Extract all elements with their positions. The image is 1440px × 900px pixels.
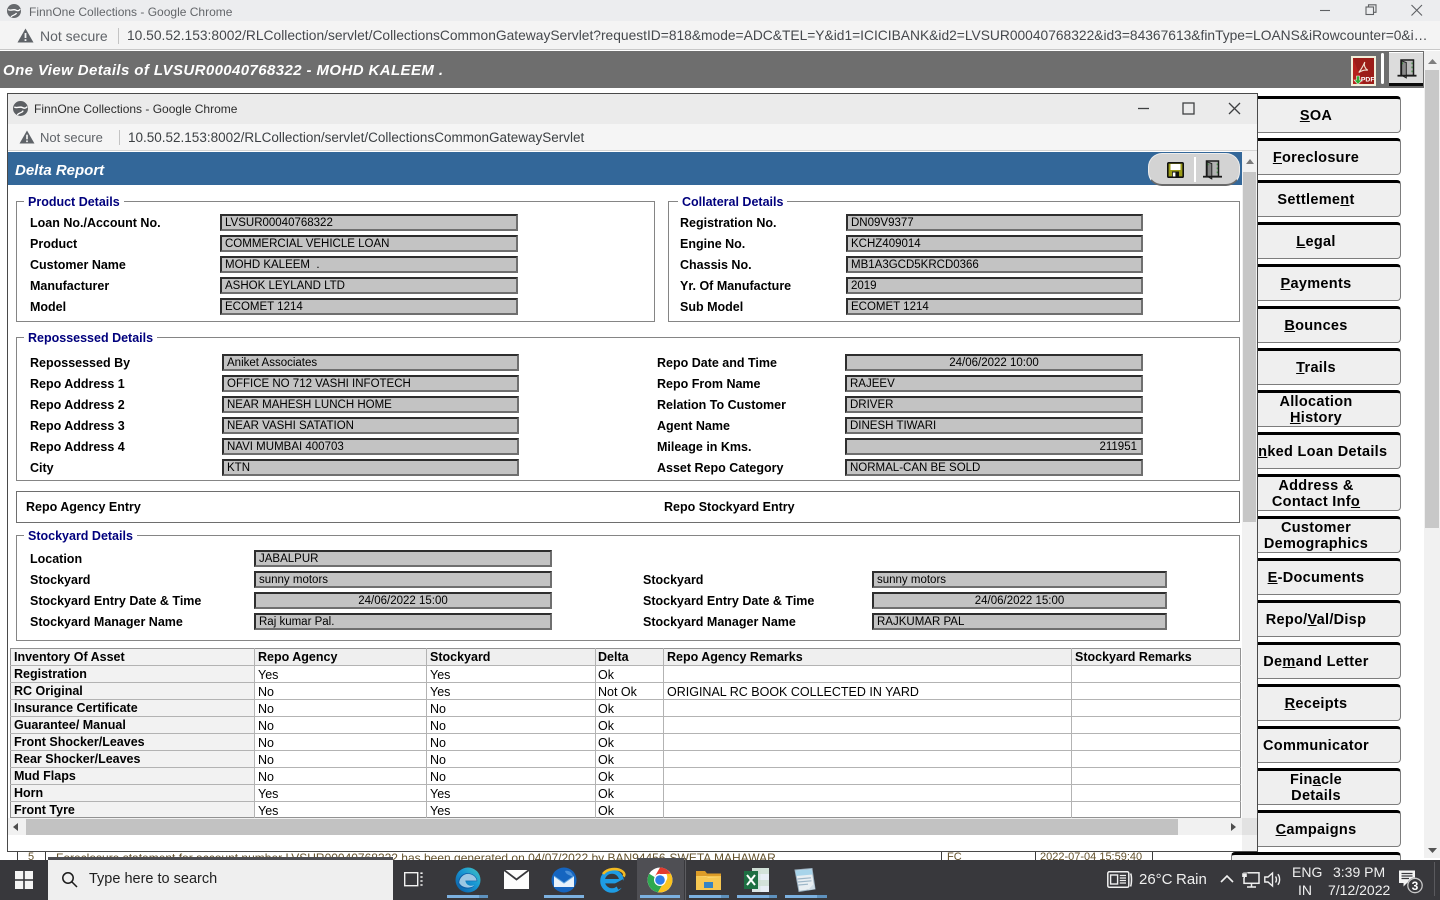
svg-text:PDF: PDF xyxy=(1361,77,1375,84)
svg-text:3: 3 xyxy=(1412,879,1419,893)
